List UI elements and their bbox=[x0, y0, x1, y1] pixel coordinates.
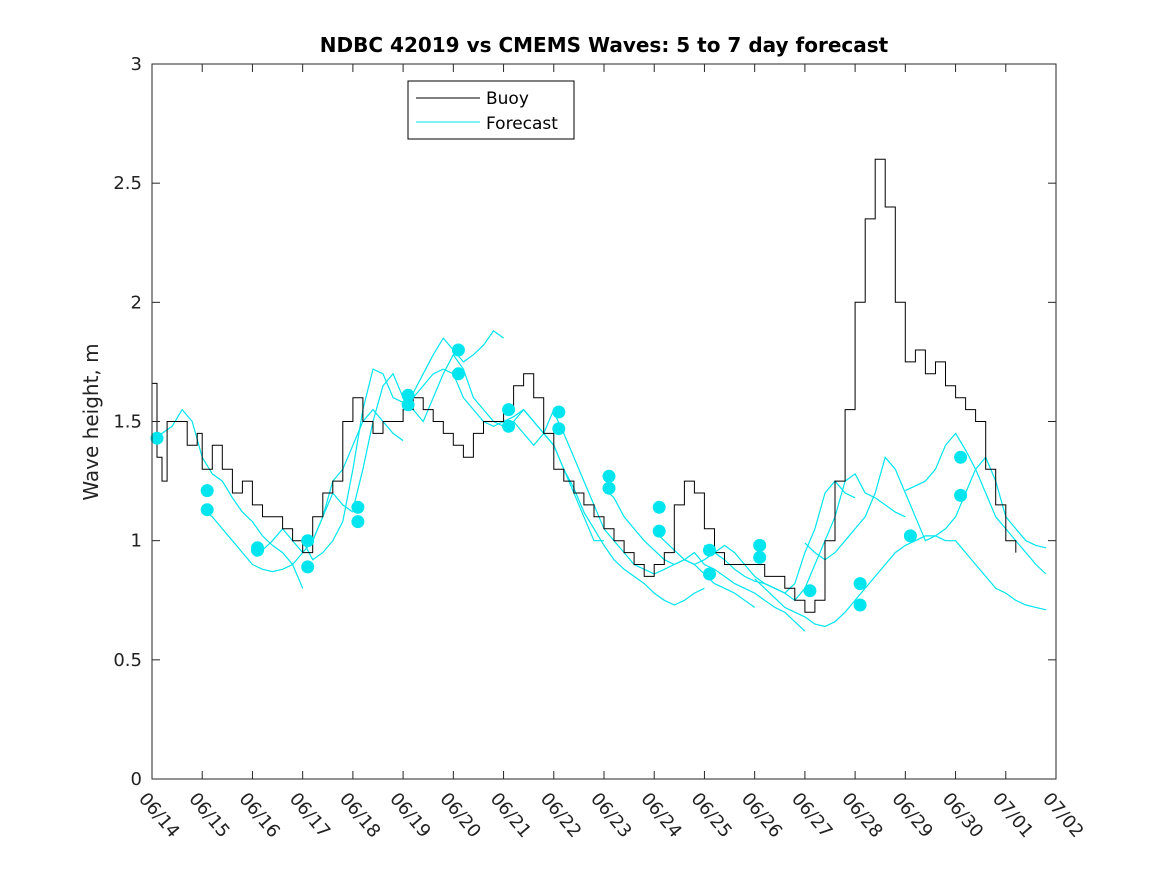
forecast-marker bbox=[251, 541, 264, 555]
forecast-marker bbox=[401, 388, 415, 402]
forecast-marker bbox=[753, 538, 767, 552]
x-tick-label: 06/15 bbox=[184, 789, 233, 842]
forecast-line-0 bbox=[151, 408, 304, 589]
forecast-marker bbox=[301, 534, 315, 548]
forecast-marker bbox=[652, 500, 666, 514]
forecast-line-4 bbox=[352, 353, 555, 510]
forecast-marker bbox=[552, 422, 566, 436]
legend: Buoy Forecast bbox=[407, 80, 575, 140]
forecast-marker bbox=[150, 431, 164, 445]
buoy-line bbox=[152, 158, 1017, 613]
forecast-marker bbox=[903, 529, 917, 543]
forecast-marker bbox=[703, 543, 716, 557]
x-tick-label: 07/02 bbox=[1038, 789, 1087, 842]
forecast-marker bbox=[200, 484, 214, 498]
x-tick-label: 06/27 bbox=[787, 789, 836, 842]
forecast-line-11 bbox=[754, 535, 1047, 628]
forecast-marker bbox=[753, 550, 767, 564]
x-tick-label: 06/22 bbox=[536, 789, 585, 842]
x-tick-label: 07/01 bbox=[988, 789, 1037, 842]
forecast-marker bbox=[954, 488, 968, 502]
x-tick-label: 06/30 bbox=[938, 789, 987, 842]
forecast-marker bbox=[652, 524, 666, 538]
x-tick-label: 06/24 bbox=[636, 789, 685, 842]
forecast-marker bbox=[502, 403, 516, 417]
forecast-marker bbox=[200, 503, 214, 517]
x-tick-label: 06/20 bbox=[435, 789, 484, 842]
forecast-line-9 bbox=[653, 480, 856, 594]
chart-title: NDBC 42019 vs CMEMS Waves: 5 to 7 day fo… bbox=[320, 33, 889, 57]
legend-forecast-label: Forecast bbox=[486, 114, 558, 134]
x-tick-label: 06/28 bbox=[837, 789, 886, 842]
forecast-marker bbox=[502, 419, 516, 433]
forecast-marker bbox=[853, 577, 867, 591]
forecast-line-1 bbox=[201, 491, 354, 573]
y-tick-label: 2.5 bbox=[113, 173, 142, 194]
forecast-line-2 bbox=[252, 408, 404, 554]
forecast-marker bbox=[401, 398, 415, 412]
forecast-marker bbox=[954, 450, 968, 464]
x-tick-label: 06/25 bbox=[687, 789, 736, 842]
forecast-marker bbox=[451, 367, 465, 381]
forecast-marker bbox=[602, 469, 616, 483]
y-axis-label: Wave height, m bbox=[79, 343, 103, 500]
y-tick-label: 0.5 bbox=[113, 650, 142, 671]
x-tick-label: 06/17 bbox=[285, 789, 334, 842]
forecast-line-13 bbox=[905, 432, 1047, 575]
x-tick-label: 06/23 bbox=[586, 789, 635, 842]
y-tick-label: 1.5 bbox=[113, 412, 142, 433]
forecast-marker bbox=[803, 584, 817, 598]
forecast-marker bbox=[351, 515, 365, 529]
forecast-line-5 bbox=[402, 368, 604, 542]
y-tick-label: 3 bbox=[131, 54, 142, 75]
forecast-marker bbox=[301, 560, 315, 574]
axes-box bbox=[151, 63, 1057, 780]
forecast-line-8 bbox=[603, 487, 806, 632]
x-tick-label: 06/26 bbox=[737, 789, 786, 842]
forecast-marker bbox=[351, 500, 365, 514]
x-tick-label: 06/29 bbox=[887, 789, 936, 842]
forecast-marker bbox=[451, 343, 465, 357]
forecast-marker bbox=[602, 481, 616, 495]
forecast-line-6 bbox=[503, 408, 705, 606]
forecast-line-12 bbox=[804, 456, 1047, 561]
legend-box bbox=[407, 80, 575, 140]
x-tick-label: 06/16 bbox=[235, 789, 284, 842]
forecast-marker bbox=[703, 567, 716, 581]
x-tick-label: 06/18 bbox=[335, 789, 384, 842]
legend-buoy-label: Buoy bbox=[486, 89, 529, 109]
x-tick-label: 06/19 bbox=[385, 789, 434, 842]
y-tick-label: 0 bbox=[131, 769, 142, 790]
forecast-marker bbox=[853, 598, 867, 612]
x-tick-label: 06/14 bbox=[134, 789, 183, 842]
y-tick-label: 1 bbox=[131, 531, 142, 552]
x-tick-label: 06/21 bbox=[486, 789, 535, 842]
y-tick-label: 2 bbox=[131, 292, 142, 313]
forecast-marker bbox=[552, 405, 566, 419]
plot-layer bbox=[150, 158, 1047, 632]
